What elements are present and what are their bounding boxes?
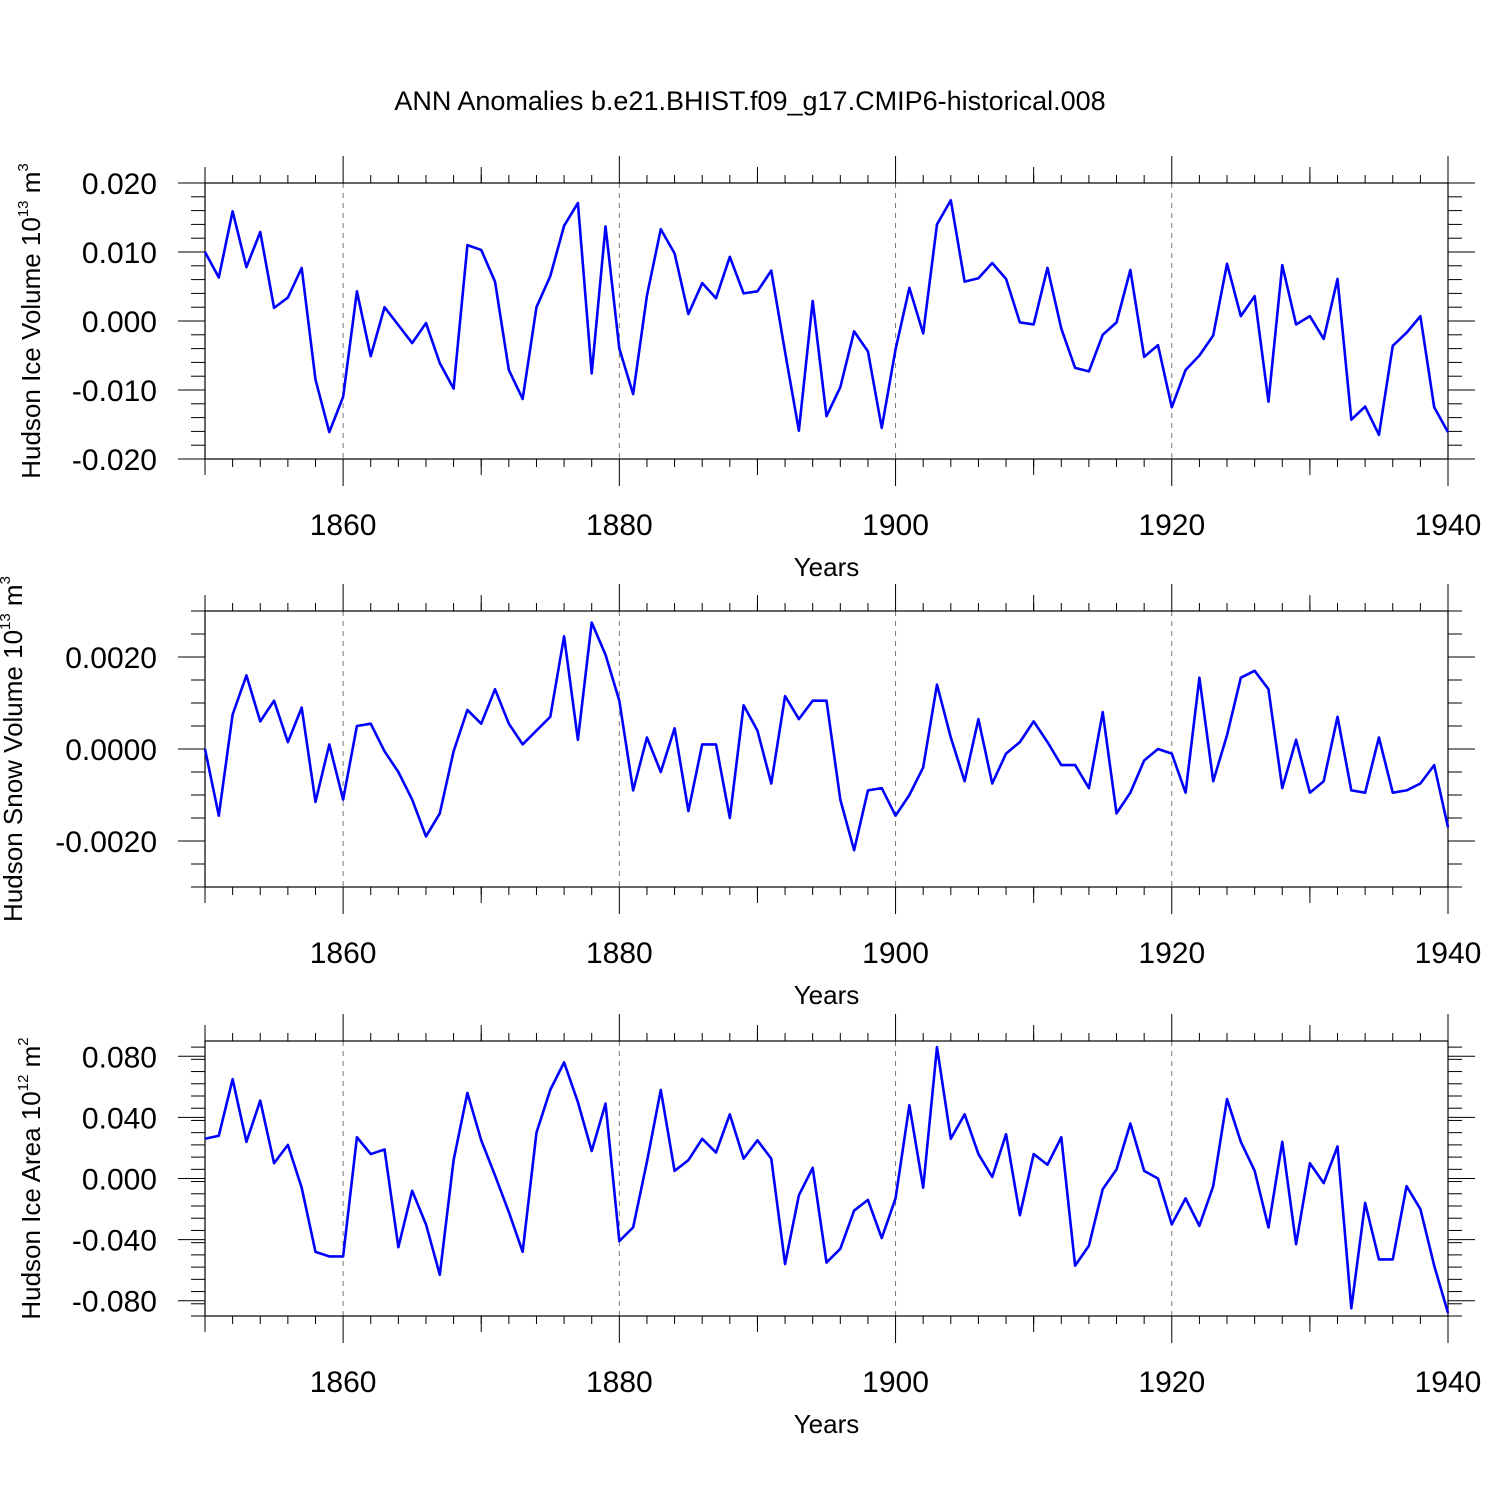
- y-axis-label: Hudson Ice Area 1012 m2: [15, 1037, 46, 1319]
- x-axis-label: Years: [794, 980, 860, 1010]
- y-axis-label: Hudson Snow Volume 1013 m3: [0, 576, 28, 922]
- y-tick-label: 0.020: [82, 168, 157, 201]
- y-tick-label: 0.000: [82, 1164, 157, 1197]
- y-tick-label: 0.000: [82, 306, 157, 339]
- y-tick-label: -0.010: [72, 375, 157, 408]
- y-axis-label-unit-exponent: 2: [15, 1037, 32, 1045]
- y-tick-label: -0.0020: [55, 826, 157, 859]
- figure-title: ANN Anomalies b.e21.BHIST.f09_g17.CMIP6-…: [394, 86, 1105, 116]
- y-axis-label-text: Hudson Snow Volume 10: [0, 630, 28, 922]
- x-tick-label: 1920: [1138, 1366, 1205, 1399]
- y-axis-label-unit: m: [16, 172, 46, 201]
- y-axis-label-unit: m: [16, 1046, 46, 1075]
- x-tick-label: 1860: [310, 1366, 377, 1399]
- x-tick-label: 1920: [1138, 937, 1205, 970]
- x-tick-label: 1940: [1415, 1366, 1482, 1399]
- y-axis-label-exponent: 12: [15, 1075, 32, 1092]
- x-axis-label: Years: [794, 552, 860, 582]
- y-axis-label-unit-exponent: 3: [15, 163, 32, 171]
- x-tick-label: 1860: [310, 509, 377, 542]
- y-tick-label: 0.040: [82, 1102, 157, 1135]
- chart-panel-1: 1860 1880 1900 1920 1940 Years -0.020 -0.010 0.0…: [15, 156, 1481, 582]
- y-tick-label: 0.0020: [65, 642, 157, 675]
- y-axis-label-exponent: 13: [15, 200, 32, 217]
- series-line: [203, 198, 1450, 437]
- x-tick-label: 1900: [862, 1366, 929, 1399]
- x-tick-label: 1940: [1415, 937, 1482, 970]
- x-tick-label: 1880: [586, 937, 653, 970]
- y-axis-label-unit: m: [0, 584, 28, 613]
- y-axis-label-text: Hudson Ice Volume 10: [16, 217, 46, 479]
- y-axis-label: Hudson Ice Volume 1013 m3: [15, 163, 46, 479]
- y-tick-label: -0.040: [72, 1225, 157, 1258]
- x-tick-label: 1900: [862, 509, 929, 542]
- chart-panel-2: 1860 1880 1900 1920 1940 Years -0.0020 0.0000 0.…: [0, 576, 1481, 1010]
- y-tick-label: -0.020: [72, 444, 157, 477]
- y-tick-label: -0.080: [72, 1286, 157, 1319]
- x-tick-label: 1860: [310, 937, 377, 970]
- y-axis-label-exponent: 13: [0, 613, 14, 630]
- chart-panel-3: 1860 1880 1900 1920 1940 Years -0.080 -0.040 0.0…: [15, 1014, 1481, 1439]
- x-tick-label: 1920: [1138, 509, 1205, 542]
- y-axis-label-unit-exponent: 3: [0, 576, 14, 584]
- y-tick-label: 0.080: [82, 1041, 157, 1074]
- x-axis-label: Years: [794, 1409, 860, 1439]
- x-tick-label: 1880: [586, 1366, 653, 1399]
- y-tick-label: 0.010: [82, 237, 157, 270]
- y-tick-label: 0.0000: [65, 734, 157, 767]
- chart-panels: 1860 1880 1900 1920 1940 Years -0.020 -0.010 0.0…: [0, 156, 1481, 1439]
- series-line: [204, 1045, 1450, 1314]
- x-tick-label: 1880: [586, 509, 653, 542]
- y-axis-label-text: Hudson Ice Area 10: [16, 1091, 46, 1319]
- x-tick-label: 1940: [1415, 509, 1482, 542]
- series-line: [203, 621, 1450, 852]
- x-tick-label: 1900: [862, 937, 929, 970]
